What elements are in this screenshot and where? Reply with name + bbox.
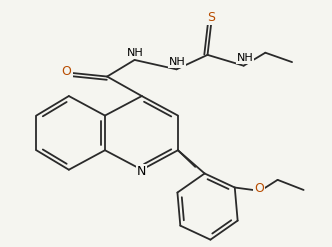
Text: O: O	[62, 65, 72, 78]
Text: NH: NH	[127, 48, 144, 58]
Text: NH: NH	[237, 54, 253, 63]
Text: S: S	[207, 11, 215, 24]
Text: N: N	[137, 165, 146, 178]
Text: O: O	[254, 182, 264, 195]
Text: NH: NH	[169, 57, 186, 67]
